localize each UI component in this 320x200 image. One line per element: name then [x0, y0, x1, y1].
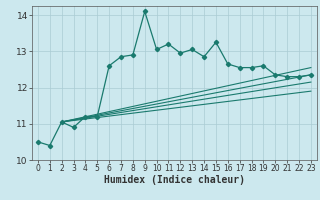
X-axis label: Humidex (Indice chaleur): Humidex (Indice chaleur)	[104, 175, 245, 185]
